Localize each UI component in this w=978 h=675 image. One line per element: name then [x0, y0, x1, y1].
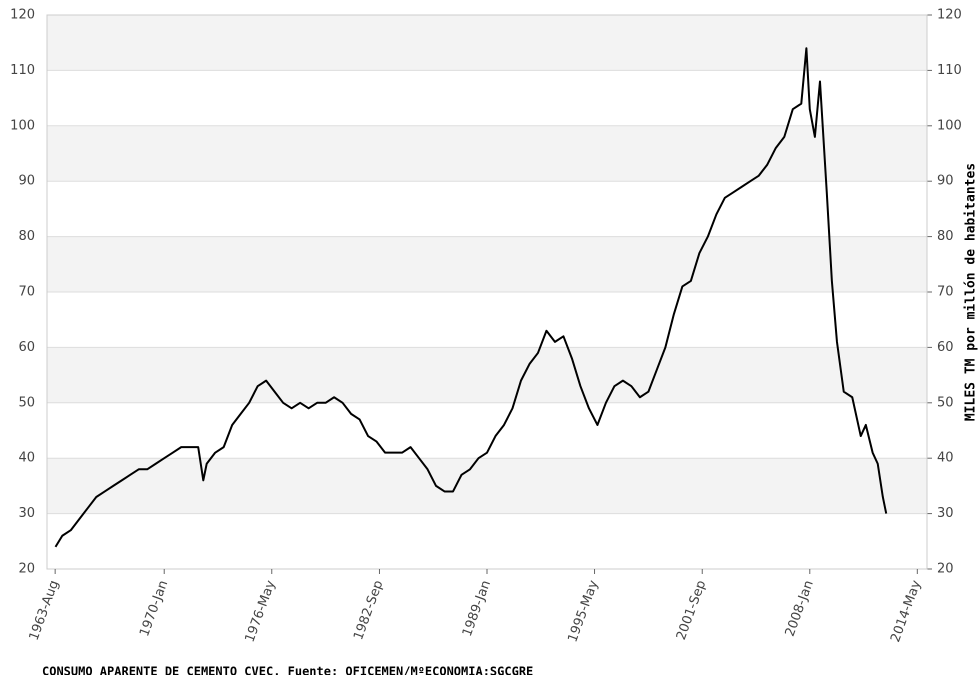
- y-tick-label: 80: [18, 229, 35, 244]
- grid-band: [47, 347, 927, 403]
- y-tick-label: 70: [18, 285, 35, 300]
- x-tick-label: 2008-Jan: [783, 578, 817, 638]
- y2-tick-label: 60: [937, 340, 954, 355]
- y-tick-label: 90: [18, 174, 35, 189]
- y-tick-label: 100: [10, 118, 35, 133]
- grid-band: [47, 236, 927, 292]
- x-tick-label: 1963-Aug: [27, 578, 63, 642]
- y-tick-label: 50: [18, 395, 35, 410]
- y2-tick-label: 110: [937, 63, 962, 78]
- y2-tick-label: 80: [937, 229, 954, 244]
- y2-tick-label: 20: [937, 562, 954, 577]
- grid-band: [47, 15, 927, 71]
- y2-tick-label: 100: [937, 118, 962, 133]
- y-tick-label: 20: [18, 562, 35, 577]
- y-tick-label: 120: [10, 8, 35, 23]
- x-tick-label: 1989-Jan: [460, 578, 494, 638]
- x-tick-label: 1970-Jan: [137, 578, 171, 638]
- y-tick-label: 40: [18, 451, 35, 466]
- y2-tick-label: 90: [937, 174, 954, 189]
- y2-tick-label: 40: [937, 451, 954, 466]
- footnote: CONSUMO APARENTE DE CEMENTO CVEC. Fuente…: [42, 665, 533, 675]
- x-tick-label: 2014-May: [888, 578, 924, 644]
- grid-band: [47, 125, 927, 182]
- x-tick-label: 1995-May: [565, 578, 601, 644]
- y-tick-label: 110: [10, 63, 35, 78]
- x-tick-label: 1976-May: [243, 578, 279, 644]
- y-tick-label: 30: [18, 506, 35, 521]
- y2-axis-label: MILES TM por millón de habitantes: [964, 163, 978, 421]
- y2-tick-label: 70: [937, 285, 954, 300]
- y2-tick-label: 50: [937, 395, 954, 410]
- y2-tick-label: 120: [937, 8, 962, 23]
- line-series: [54, 47, 888, 548]
- x-tick-label: 2001-Sep: [674, 578, 709, 642]
- grid-band: [47, 458, 927, 514]
- y-tick-label: 60: [18, 340, 35, 355]
- y2-tick-label: 30: [937, 506, 954, 521]
- x-tick-label: 1982-Sep: [351, 578, 386, 642]
